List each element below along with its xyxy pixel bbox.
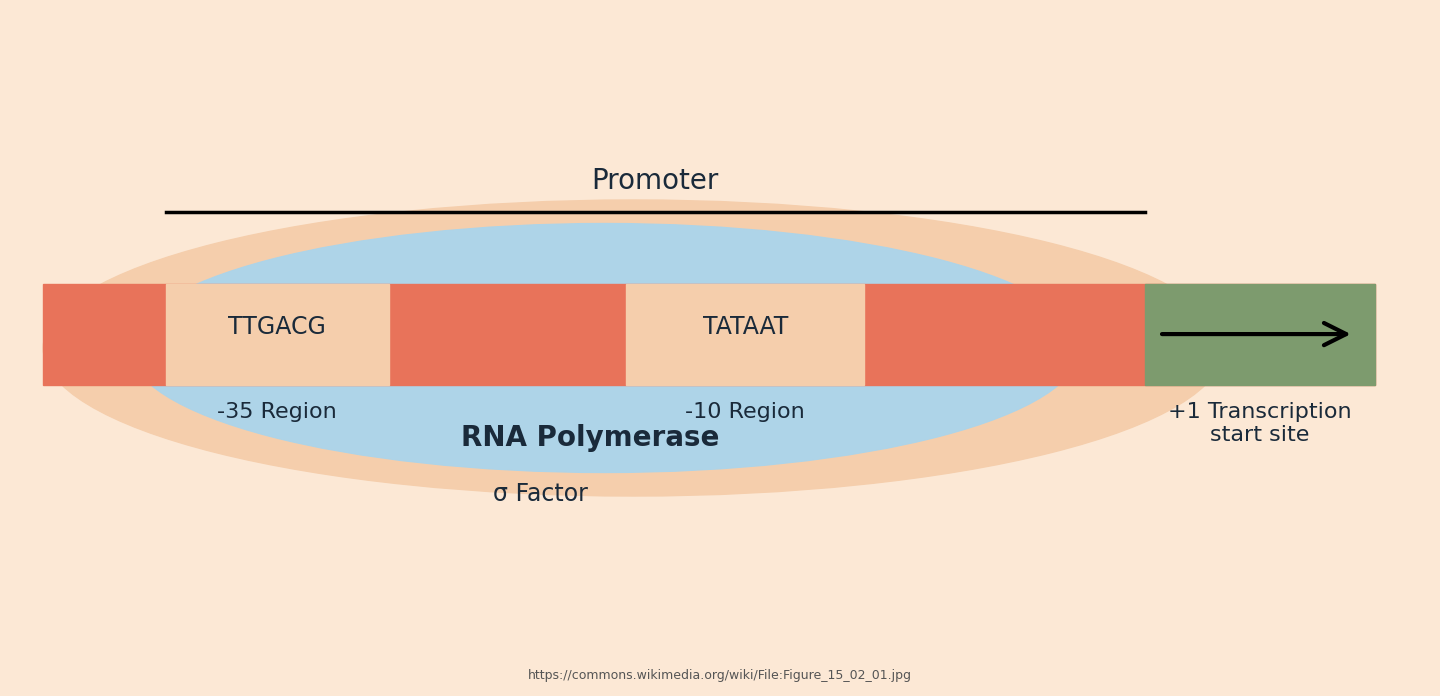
Text: TATAAT: TATAAT bbox=[703, 315, 788, 339]
Text: Promoter: Promoter bbox=[592, 167, 719, 195]
Text: -35 Region: -35 Region bbox=[217, 402, 337, 422]
Bar bbox=[1145, 284, 1375, 384]
Bar bbox=[166, 284, 389, 384]
Bar bbox=[43, 284, 1375, 384]
Ellipse shape bbox=[130, 223, 1080, 473]
Text: σ Factor: σ Factor bbox=[492, 482, 588, 506]
Text: -10 Region: -10 Region bbox=[685, 402, 805, 422]
Text: RNA Polymerase: RNA Polymerase bbox=[461, 424, 720, 452]
Text: TTGACG: TTGACG bbox=[229, 315, 325, 339]
Ellipse shape bbox=[43, 200, 1224, 496]
Bar bbox=[626, 284, 864, 384]
Text: https://commons.wikimedia.org/wiki/File:Figure_15_02_01.jpg: https://commons.wikimedia.org/wiki/File:… bbox=[528, 669, 912, 682]
Text: +1 Transcription
start site: +1 Transcription start site bbox=[1168, 402, 1352, 445]
